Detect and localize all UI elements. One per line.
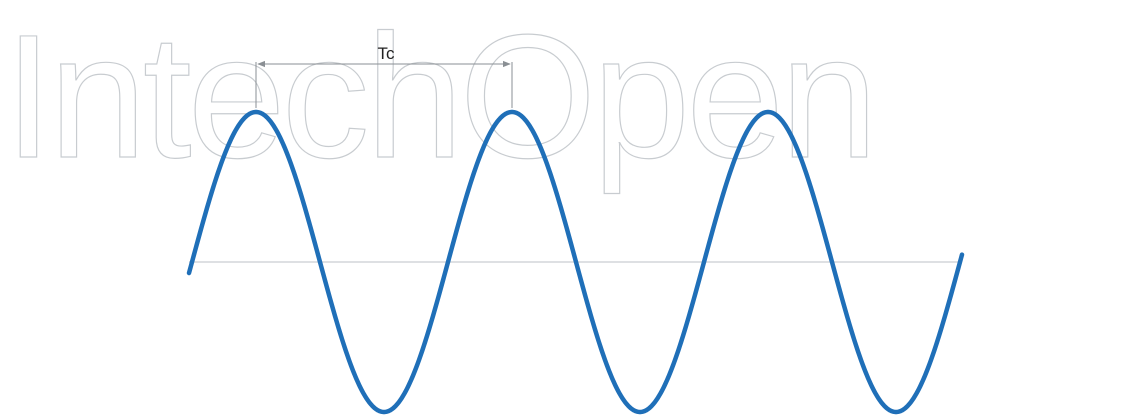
period-label: Tc [378,44,396,63]
watermark-logo-text: IntechOpen [4,0,874,195]
sine-wave [186,109,965,415]
